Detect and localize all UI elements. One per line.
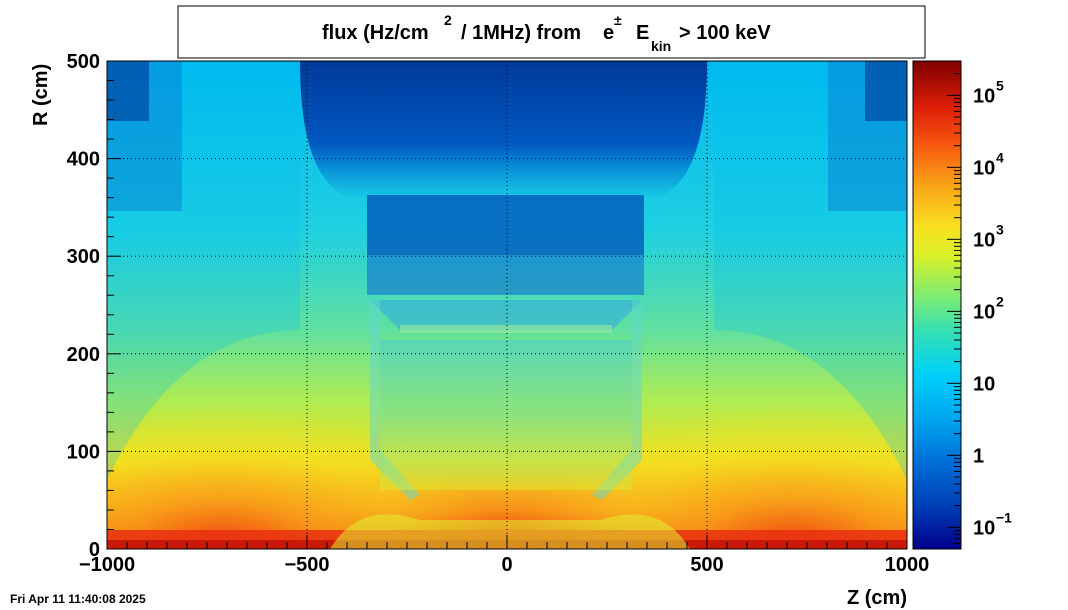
y-tick-label: 200 bbox=[67, 344, 100, 366]
y-tick-label: 0 bbox=[89, 539, 100, 561]
svg-text:flux (Hz/cm: flux (Hz/cm bbox=[322, 22, 429, 44]
y-tick-label: 100 bbox=[67, 441, 100, 463]
colorbar-tick-label: 10 bbox=[973, 85, 995, 107]
colorbar-tick-exponent: 2 bbox=[996, 293, 1004, 309]
colorbar-tick-label: 10 bbox=[973, 301, 995, 323]
x-axis: −1000 −500 0 500 1000 bbox=[79, 535, 929, 576]
x-tick-label: −1000 bbox=[79, 554, 135, 576]
colorbar bbox=[912, 60, 962, 550]
title-sup-1: 2 bbox=[444, 12, 452, 28]
y-tick-label: 500 bbox=[67, 51, 100, 73]
title-text-4: E bbox=[636, 22, 649, 44]
heatmap-area bbox=[107, 61, 907, 549]
x-tick-label: −500 bbox=[284, 554, 329, 576]
title-text-1: flux (Hz/cm bbox=[322, 22, 429, 44]
y-axis-label: R (cm) bbox=[30, 64, 52, 126]
x-tick-label: 500 bbox=[690, 554, 723, 576]
colorbar-tick-label: 10 bbox=[973, 229, 995, 251]
grid bbox=[107, 61, 907, 549]
colorbar-tick-label: 1 bbox=[973, 445, 984, 467]
colorbar-tick-exponent: 5 bbox=[996, 77, 1004, 93]
colorbar-tick-label: 10 bbox=[973, 373, 995, 395]
x-tick-label: 1000 bbox=[885, 554, 930, 576]
colorbar-tick-exponent: −1 bbox=[996, 509, 1012, 525]
title-text-2: / 1MHz) from bbox=[461, 22, 581, 44]
timestamp: Fri Apr 11 11:40:08 2025 bbox=[10, 592, 146, 606]
title-box bbox=[177, 5, 926, 59]
colorbar-tick-label: 10 bbox=[973, 157, 995, 179]
title-text-5: > 100 keV bbox=[679, 22, 771, 44]
colorbar-tick-label: 10 bbox=[973, 517, 995, 539]
x-axis-label: Z (cm) bbox=[847, 587, 907, 609]
title-sup-2: ± bbox=[614, 12, 622, 28]
y-tick-label: 400 bbox=[67, 149, 100, 171]
colorbar-tick-exponent: 3 bbox=[996, 221, 1004, 237]
title-text-3: e bbox=[603, 22, 614, 44]
y-tick-label: 300 bbox=[67, 246, 100, 268]
title-sub-1: kin bbox=[651, 38, 671, 54]
y-axis: 0 100 200 300 400 500 bbox=[67, 51, 121, 561]
colorbar-tick-exponent: 4 bbox=[996, 149, 1004, 165]
x-tick-label: 0 bbox=[501, 554, 512, 576]
